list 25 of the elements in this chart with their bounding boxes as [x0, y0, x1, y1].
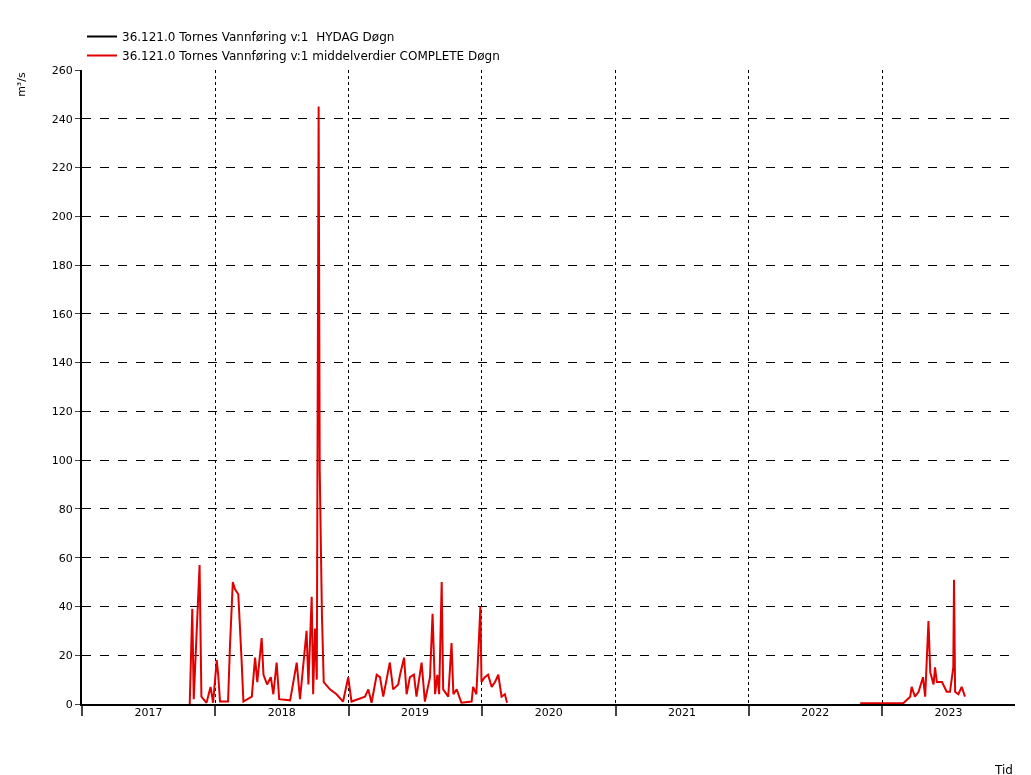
y-tick-label: 100 — [51, 454, 73, 467]
y-axis-title: m³/s — [14, 72, 28, 97]
y-tick-label: 0 — [65, 697, 73, 711]
y-tick-label: 180 — [51, 258, 73, 272]
y-tick-label: 160 — [51, 307, 73, 321]
x-tick-label: 2020 — [534, 706, 563, 719]
legend-label: 36.121.0 Tornes Vannføring v:1 HYDAG Døgn — [122, 30, 395, 45]
x-tick-label: 2019 — [401, 706, 430, 719]
x-tick-label: 2018 — [267, 706, 296, 719]
y-tick-label: 200 — [51, 210, 73, 224]
x-tick-label: 2023 — [934, 706, 963, 719]
y-tick-label: 40 — [58, 600, 73, 614]
y-tick-label: 240 — [51, 112, 73, 126]
x-tick-label: 2022 — [801, 706, 830, 719]
y-tick-label: 60 — [58, 551, 73, 565]
y-tick-label: 120 — [51, 405, 73, 419]
legend-label: 36.121.0 Tornes Vannføring v:1 middelverdier COMPLETE Døgn — [122, 49, 500, 64]
x-axis-title: Tid — [994, 763, 1013, 775]
y-tick-label: 20 — [58, 649, 73, 663]
x-tick-label: 2017 — [134, 706, 163, 719]
y-tick-label: 80 — [58, 502, 73, 516]
y-tick-label: 140 — [51, 356, 73, 370]
y-tick-label: 260 — [51, 63, 73, 77]
x-tick-label: 2021 — [667, 706, 696, 719]
y-tick-label: 220 — [51, 161, 73, 175]
